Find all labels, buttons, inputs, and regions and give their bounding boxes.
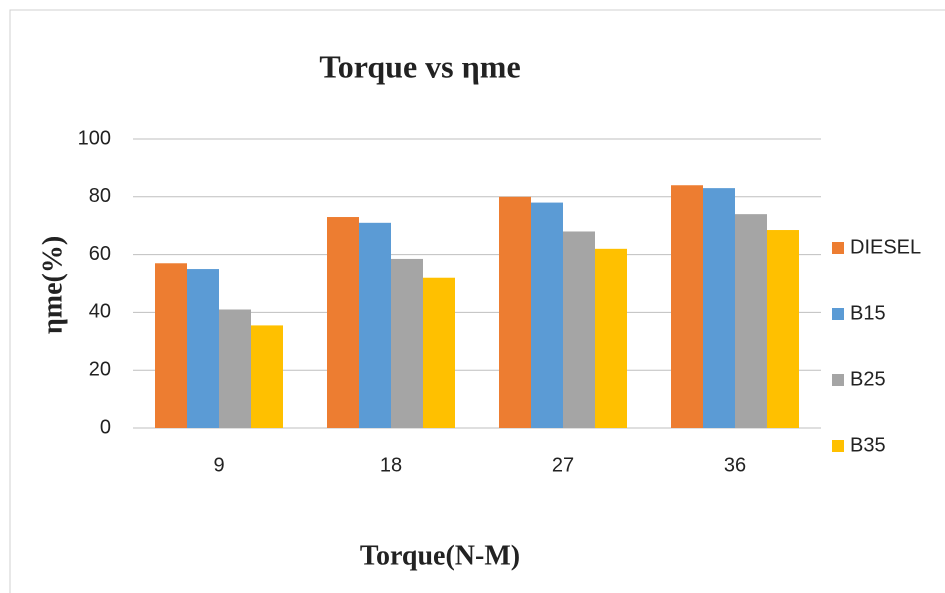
y-tick-label: 60 (89, 243, 111, 265)
legend-label: B15 (850, 302, 886, 324)
chart-frame (9, 9, 945, 593)
bar (423, 277, 455, 428)
legend-label: B35 (850, 434, 886, 456)
bar (219, 309, 251, 428)
legend-label: B25 (850, 368, 886, 390)
x-tick-label: 27 (552, 454, 574, 476)
bar (767, 230, 799, 428)
bar (703, 188, 735, 428)
bar (187, 269, 219, 428)
bar (595, 248, 627, 428)
y-tick-label: 40 (89, 301, 111, 323)
bar (327, 217, 359, 428)
legend-swatch (832, 440, 844, 452)
y-axis-label: ηme(%) (37, 236, 68, 334)
bar (671, 185, 703, 428)
chart-title: Torque vs ηme (319, 48, 520, 84)
x-axis-label: Torque(N-M) (360, 540, 520, 571)
legend-swatch (832, 242, 844, 254)
x-tick-label: 36 (724, 454, 746, 476)
bar (251, 325, 283, 428)
bar (735, 214, 767, 428)
bar (359, 222, 391, 428)
x-tick-label: 18 (380, 454, 402, 476)
y-tick-label: 80 (89, 185, 111, 207)
y-tick-label: 0 (100, 416, 111, 438)
legend-label: DIESEL (850, 236, 921, 258)
legend-swatch (832, 308, 844, 320)
x-tick-label: 9 (213, 454, 224, 476)
bar (563, 231, 595, 428)
bar (155, 263, 187, 428)
bar (531, 202, 563, 428)
bar (499, 196, 531, 428)
legend-swatch (832, 374, 844, 386)
y-tick-label: 100 (78, 127, 111, 149)
bar (391, 258, 423, 428)
y-tick-label: 20 (89, 358, 111, 380)
